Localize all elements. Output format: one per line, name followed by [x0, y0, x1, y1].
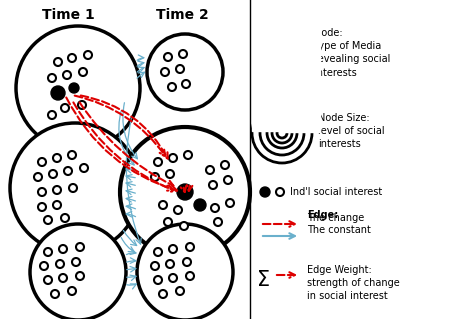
Text: $\Sigma$: $\Sigma$ — [256, 270, 270, 290]
Circle shape — [166, 170, 174, 178]
Circle shape — [164, 218, 172, 226]
Circle shape — [169, 154, 177, 162]
Circle shape — [137, 224, 233, 319]
Text: Edge Weight:
strength of change
in social interest: Edge Weight: strength of change in socia… — [307, 265, 400, 301]
Circle shape — [206, 166, 214, 174]
Circle shape — [53, 186, 61, 194]
Circle shape — [38, 188, 46, 196]
Circle shape — [267, 118, 297, 148]
Circle shape — [276, 188, 284, 196]
Circle shape — [16, 26, 140, 150]
Circle shape — [184, 151, 192, 159]
Circle shape — [179, 50, 187, 58]
Circle shape — [40, 262, 48, 270]
Circle shape — [182, 80, 190, 88]
Circle shape — [174, 206, 182, 214]
Text: Edge:: Edge: — [307, 210, 338, 220]
Circle shape — [68, 54, 76, 62]
Circle shape — [154, 276, 162, 284]
Text: The constant: The constant — [307, 225, 371, 235]
Circle shape — [49, 170, 57, 178]
Circle shape — [44, 216, 52, 224]
Circle shape — [59, 274, 67, 282]
Circle shape — [53, 154, 61, 162]
Circle shape — [260, 111, 304, 155]
Circle shape — [68, 151, 76, 159]
Text: Time 1: Time 1 — [42, 8, 94, 22]
Circle shape — [59, 245, 67, 253]
Circle shape — [183, 258, 191, 266]
Circle shape — [159, 201, 167, 209]
Circle shape — [61, 214, 69, 222]
Text: Node Size:
level of social
interests: Node Size: level of social interests — [318, 113, 385, 149]
Circle shape — [64, 167, 72, 175]
Circle shape — [61, 104, 69, 112]
Text: The change: The change — [307, 213, 364, 223]
Circle shape — [168, 83, 176, 91]
Circle shape — [79, 68, 87, 76]
Circle shape — [176, 65, 184, 73]
Circle shape — [56, 260, 64, 268]
Circle shape — [277, 128, 287, 138]
Bar — [252, 0, 284, 131]
Circle shape — [63, 71, 71, 79]
Circle shape — [151, 173, 159, 181]
Circle shape — [260, 187, 270, 197]
Circle shape — [186, 243, 194, 251]
Circle shape — [161, 68, 169, 76]
Circle shape — [120, 127, 250, 257]
Circle shape — [194, 199, 206, 211]
Circle shape — [78, 101, 86, 109]
Circle shape — [252, 103, 312, 163]
Circle shape — [72, 258, 80, 266]
Circle shape — [169, 274, 177, 282]
Text: Time 2: Time 2 — [156, 8, 208, 22]
Circle shape — [44, 276, 52, 284]
Circle shape — [80, 164, 88, 172]
Circle shape — [76, 272, 84, 280]
Circle shape — [166, 260, 174, 268]
Circle shape — [169, 245, 177, 253]
Circle shape — [51, 86, 65, 100]
Circle shape — [176, 287, 184, 295]
Circle shape — [262, 26, 306, 70]
Circle shape — [69, 83, 79, 93]
Circle shape — [68, 287, 76, 295]
Circle shape — [226, 199, 234, 207]
Circle shape — [154, 248, 162, 256]
Circle shape — [69, 184, 77, 192]
Circle shape — [214, 218, 222, 226]
Circle shape — [48, 74, 56, 82]
Circle shape — [44, 248, 52, 256]
Circle shape — [51, 290, 59, 298]
Circle shape — [147, 34, 223, 110]
Circle shape — [53, 201, 61, 209]
Circle shape — [38, 203, 46, 211]
Circle shape — [177, 184, 193, 200]
Circle shape — [186, 272, 194, 280]
Text: Ind'l social interest: Ind'l social interest — [290, 187, 382, 197]
Circle shape — [48, 111, 56, 119]
Circle shape — [159, 290, 167, 298]
Circle shape — [54, 58, 62, 66]
Circle shape — [34, 173, 42, 181]
Circle shape — [76, 243, 84, 251]
Circle shape — [38, 158, 46, 166]
Circle shape — [209, 181, 217, 189]
Circle shape — [211, 204, 219, 212]
Circle shape — [272, 123, 292, 143]
Circle shape — [30, 224, 126, 319]
Circle shape — [180, 222, 188, 230]
Circle shape — [164, 53, 172, 61]
Circle shape — [151, 262, 159, 270]
Circle shape — [10, 123, 140, 253]
Circle shape — [221, 161, 229, 169]
Bar — [280, 0, 320, 132]
Circle shape — [154, 158, 162, 166]
Circle shape — [224, 176, 232, 184]
Text: Node:
Type of Media
revealing social
interests: Node: Type of Media revealing social int… — [314, 28, 390, 78]
Circle shape — [84, 51, 92, 59]
